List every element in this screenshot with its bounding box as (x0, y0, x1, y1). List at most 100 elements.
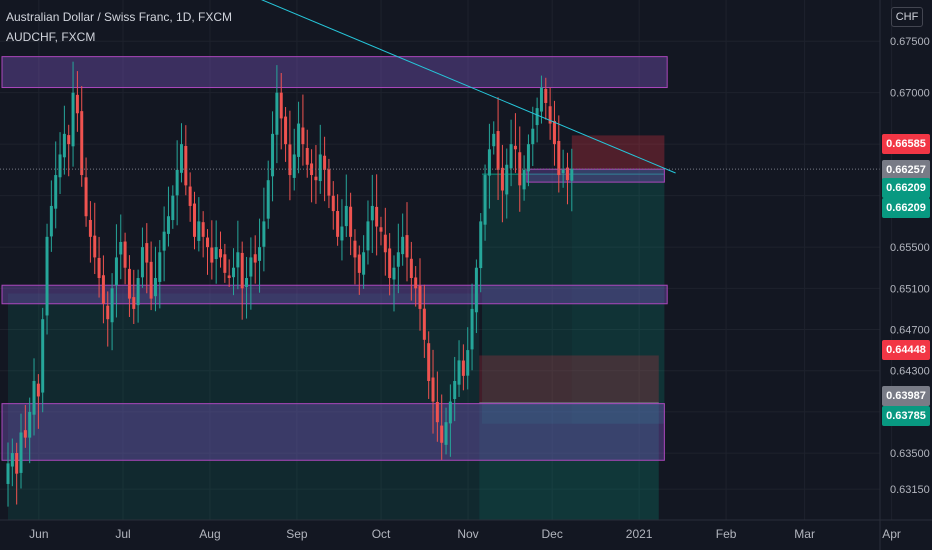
candle-body (500, 167, 504, 191)
candle-body (448, 401, 452, 424)
candle-body (253, 254, 257, 263)
symbol-title: Australian Dollar / Swiss Franc, 1D, FXC… (6, 10, 233, 24)
time-tick-label: Oct (372, 527, 391, 541)
short-stop-zone (571, 135, 665, 170)
candle-body (487, 149, 491, 176)
price-tick-label: 0.63150 (890, 484, 930, 496)
time-tick-label: Feb (716, 527, 737, 541)
price-tag-0.63987: 0.63987 (882, 386, 930, 406)
candle-body (188, 186, 192, 206)
candle-body (54, 175, 58, 209)
candle-body (483, 175, 487, 225)
candle-body (466, 350, 470, 376)
candle-body (197, 221, 201, 241)
candle-body (279, 92, 283, 119)
candle-body (539, 87, 543, 112)
candle-body (453, 380, 457, 399)
candle-body (28, 411, 32, 438)
candle-body (310, 163, 314, 176)
candle-body (284, 116, 288, 145)
candle-body (101, 275, 105, 304)
candle-body (318, 154, 322, 182)
candle-body (375, 206, 379, 227)
candle-body (526, 144, 530, 172)
time-tick-label: Nov (457, 527, 478, 541)
candle-body (106, 305, 110, 320)
candle-body (396, 252, 400, 267)
candle-body (561, 169, 565, 174)
candle-body (275, 92, 279, 135)
trendline (261, 0, 676, 174)
candle-body (552, 120, 556, 145)
candle-body (409, 258, 413, 279)
candle-body (414, 277, 418, 289)
background-target-area (8, 293, 480, 520)
candle-body (236, 252, 240, 268)
candle-body (522, 169, 526, 190)
candle-body (327, 169, 331, 196)
candle-body (249, 257, 253, 277)
candle-body (366, 221, 370, 251)
time-tick-label: Apr (882, 527, 901, 541)
currency-button[interactable]: CHF (891, 7, 923, 27)
candle-body (461, 360, 465, 376)
candle-body (19, 432, 23, 473)
time-tick-label: Mar (794, 527, 815, 541)
candle-body (331, 195, 335, 212)
candle-body (470, 308, 474, 350)
price-tick-label: 0.67000 (890, 88, 930, 100)
candle-body (210, 247, 214, 263)
price-tag-0.66257: 0.66257 (882, 160, 930, 180)
candle-body (479, 221, 483, 269)
candle-body (444, 422, 448, 445)
sr-zone (1, 284, 668, 305)
zones-layer (1, 56, 668, 461)
candle-body (245, 278, 249, 287)
candle-body (301, 127, 305, 145)
time-tick-label: Jun (29, 527, 48, 541)
candle-body (162, 231, 166, 251)
candle-body (158, 252, 162, 282)
candle-body (505, 164, 509, 195)
candle-body (496, 131, 500, 170)
candle-body (88, 219, 92, 237)
candle-body (240, 252, 244, 289)
short-target-extension (482, 174, 572, 424)
sr-zone (1, 403, 665, 461)
candle-body (349, 206, 353, 237)
candle-body (288, 144, 292, 176)
candle-body (80, 111, 84, 176)
position-tools-layer (8, 135, 665, 520)
candle-body (110, 288, 114, 323)
candle-body (41, 319, 45, 393)
candle-body (93, 235, 97, 258)
candle-body (179, 144, 183, 173)
trendline-layer (261, 0, 676, 174)
candle-body (184, 145, 188, 186)
candle-body (201, 222, 205, 237)
candle-body (565, 167, 569, 181)
price-tag-0.66585: 0.66585 (882, 134, 930, 154)
candle-body (58, 154, 62, 178)
candle-body (6, 463, 10, 484)
candle-body (344, 205, 348, 227)
candle-body (206, 237, 210, 248)
candle-body (401, 236, 405, 255)
candle-body (431, 377, 435, 402)
candle-body (214, 247, 218, 260)
candle-body (62, 133, 66, 158)
candle-body (84, 177, 88, 217)
candle-body (36, 383, 40, 397)
candle-body (175, 169, 179, 196)
price-tick-label: 0.67500 (890, 36, 930, 48)
candle-body (474, 267, 478, 313)
candle-body (457, 360, 461, 385)
price-tag-0.66209: 0.66209 (882, 198, 930, 218)
candle-body (440, 425, 444, 443)
candle-body (557, 140, 561, 176)
candle-body (292, 154, 296, 178)
candle-body (548, 106, 552, 124)
candle-body (535, 108, 539, 126)
